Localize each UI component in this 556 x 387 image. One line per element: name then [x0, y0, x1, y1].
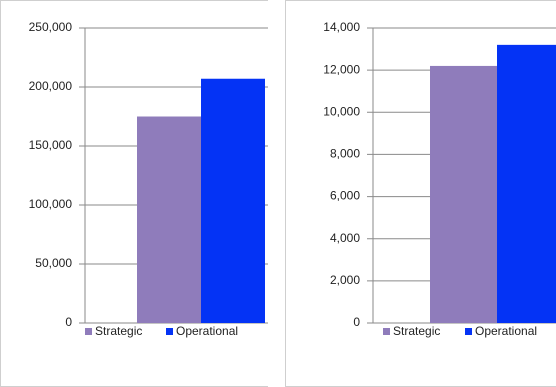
y-tick-label: 150,000: [29, 138, 73, 152]
y-tick-label: 200,000: [29, 79, 73, 93]
y-tick-label: 0: [353, 315, 360, 329]
y-tick-label: 250,000: [29, 20, 73, 34]
legend-swatch: [383, 328, 390, 335]
y-tick-label: 0: [65, 315, 72, 329]
y-tick-label: 2,000: [330, 273, 360, 287]
y-tick-label: 14,000: [323, 20, 360, 34]
y-tick-label: 50,000: [35, 256, 72, 270]
y-tick-label: 6,000: [330, 189, 360, 203]
legend-label: Strategic: [393, 324, 440, 338]
bar: [137, 116, 201, 323]
y-tick-label: 10,000: [323, 104, 360, 118]
legend-swatch: [166, 328, 173, 335]
chart: 0 2,000 4,000 6,000 8,000 10,000 12,000 14,000 S…: [285, 0, 556, 387]
bar: [497, 44, 556, 323]
legend-label: Operational: [176, 324, 238, 338]
legend-swatch: [465, 328, 472, 335]
chart: 0 50,000 100,000 150,000 200,000 250,000 Strat…: [0, 0, 268, 387]
y-tick-label: 8,000: [330, 147, 360, 161]
legend-label: Operational: [475, 324, 537, 338]
y-tick-label: 4,000: [330, 231, 360, 245]
bar: [430, 65, 497, 323]
y-tick-label: 100,000: [29, 197, 73, 211]
legend-label: Strategic: [95, 324, 142, 338]
bar: [201, 78, 265, 324]
legend-swatch: [85, 328, 92, 335]
y-tick-label: 12,000: [323, 62, 360, 76]
